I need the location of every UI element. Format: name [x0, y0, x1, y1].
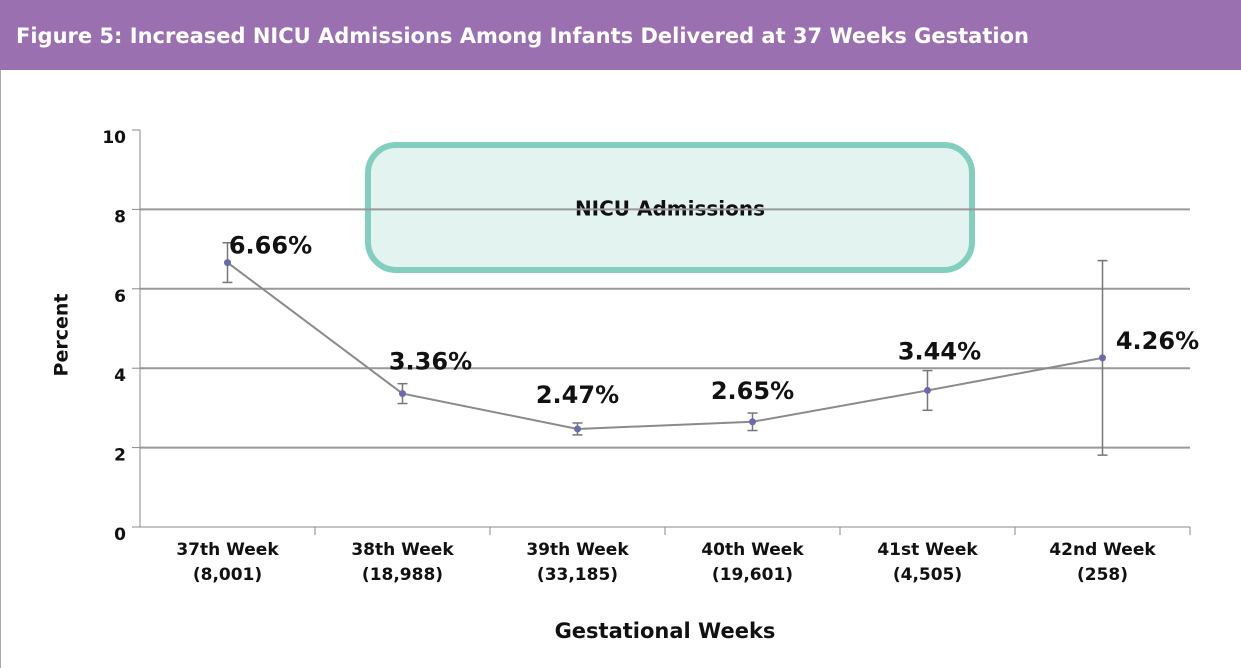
y-tick-label: 8 [114, 207, 126, 227]
x-tick-sublabel: (18,988) [362, 565, 443, 585]
series-line [226, 261, 1103, 430]
data-label: 2.65% [711, 377, 794, 405]
data-label: 3.36% [389, 348, 472, 376]
x-tick-label: 40th Week [701, 540, 804, 560]
y-tick-label: 6 [114, 287, 126, 307]
x-tick-sublabel: (4,505) [893, 565, 962, 585]
data-label: 6.66% [229, 232, 312, 260]
y-tick-label: 2 [114, 446, 126, 466]
point [224, 259, 231, 267]
point [399, 390, 406, 398]
point [924, 386, 931, 394]
x-tick-label: 39th Week [526, 540, 629, 560]
point [749, 418, 756, 426]
y-tick-label: 10 [102, 128, 126, 148]
x-tick-label: 42nd Week [1049, 540, 1156, 560]
chart-title: Figure 5: Increased NICU Admissions Amon… [16, 24, 1029, 48]
x-tick-sublabel: (8,001) [193, 565, 262, 585]
y-axis-label: Percent [51, 294, 73, 377]
x-tick-label: 41st Week [877, 540, 978, 560]
x-tick-sublabel: (258) [1077, 565, 1128, 585]
point [1099, 354, 1106, 362]
data-label: 2.47% [536, 381, 619, 409]
header-bar [0, 0, 1241, 70]
y-tick-label: 4 [114, 366, 126, 386]
point [574, 425, 581, 433]
legend-box [365, 142, 975, 273]
data-label: 4.26% [1116, 327, 1199, 355]
x-tick-sublabel: (33,185) [537, 565, 618, 585]
y-tick-label: 0 [114, 525, 126, 545]
x-axis-label: Gestational Weeks [555, 619, 776, 643]
x-tick-label: 37th Week [176, 540, 279, 560]
data-label: 3.44% [898, 337, 981, 365]
x-tick-label: 38th Week [351, 540, 454, 560]
x-tick-sublabel: (19,601) [712, 565, 793, 585]
